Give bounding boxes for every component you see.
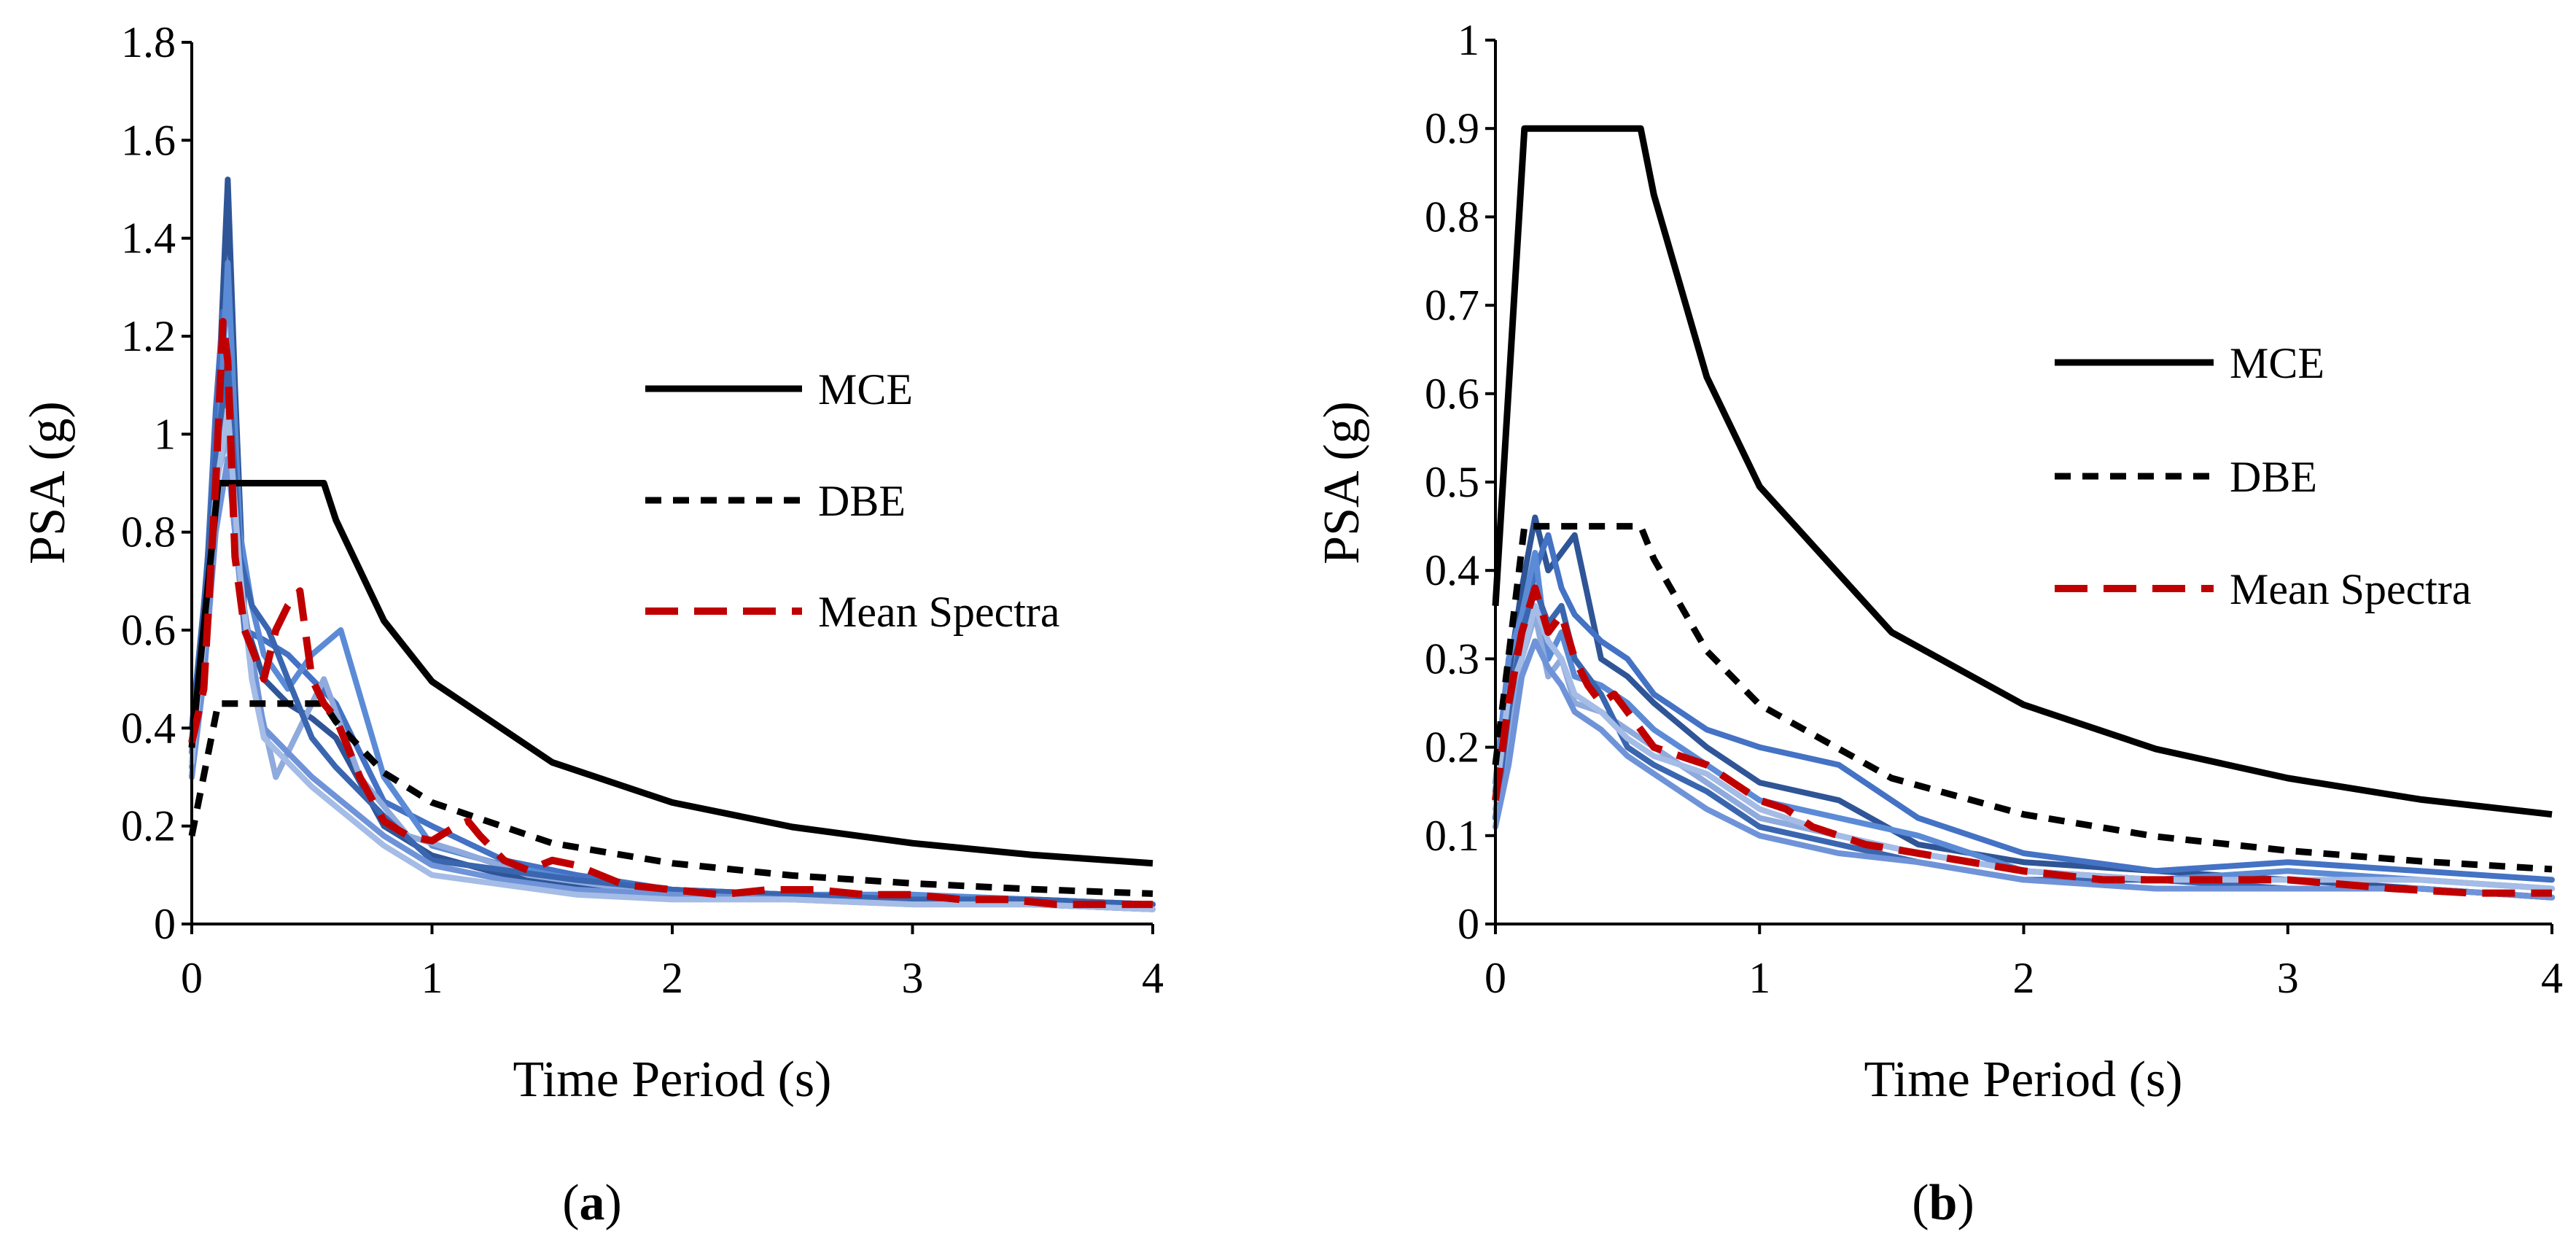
b-panel-label: (b) [1912,1175,1974,1231]
b-legend: MCE DBE Mean Spectra [2055,339,2472,613]
a-panel-label: (a) [562,1175,622,1231]
b-y-tick-label: 0.7 [1425,282,1479,330]
b-x-axis-title: Time Period (s) [1864,1052,2183,1108]
b-mce-line [1492,125,2553,818]
a-y-tick-label: 1.2 [121,312,176,360]
a-x-tick-label: 1 [421,954,443,1002]
panel-b: 0 0.1 0.2 0.3 0.4 0.5 0.6 0.7 0.8 0.9 1 0 1 2 3 4 PSA … [1314,16,2563,1231]
b-y-tick-label: 0.3 [1425,634,1479,683]
a-legend-mce-label: MCE [818,365,913,414]
b-x-tick-label: 0 [1484,954,1506,1002]
a-x-tick-label: 2 [661,954,683,1002]
a-x-tick-label: 0 [181,954,203,1002]
a-record-line [189,431,1156,908]
a-y-tick-label: 0.8 [121,508,176,556]
b-panel-letter: b [1929,1175,1958,1231]
b-x-tick-label: 1 [1748,954,1770,1002]
b-legend-dbe-label: DBE [2230,453,2317,501]
a-x-tick-label: 3 [902,954,924,1002]
b-x-tick-label: 4 [2541,954,2563,1002]
b-x-tick-label: 3 [2277,954,2299,1002]
b-y-tick-label: 0.8 [1425,193,1479,241]
a-legend-mean-label: Mean Spectra [818,588,1060,636]
b-y-tick-label: 0.2 [1425,723,1479,772]
a-y-tick-label: 1.8 [121,18,176,66]
b-record-line [1493,638,2555,901]
b-y-axis-title: PSA (g) [1314,401,1370,564]
b-y-tick-label: 0 [1458,900,1479,948]
a-panel-letter: a [580,1175,605,1231]
b-y-ticks: 0 0.1 0.2 0.3 0.4 0.5 0.6 0.7 0.8 0.9 1 [1425,16,1495,948]
b-legend-mean-label: Mean Spectra [2230,565,2472,613]
a-x-axis-title: Time Period (s) [513,1052,832,1108]
a-y-tick-label: 1.4 [121,214,176,263]
a-dbe-line [188,700,1153,897]
a-y-ticks: 0 0.2 0.4 0.6 0.8 1 1.2 1.4 1.6 1.8 [121,18,192,948]
a-mce-line [188,480,1153,867]
a-legend: MCE DBE Mean Spectra [645,365,1060,636]
b-y-tick-label: 0.6 [1425,370,1479,418]
b-mean-line [1492,584,2552,897]
b-y-tick-label: 0.9 [1425,104,1479,152]
a-y-tick-label: 0.2 [121,802,176,850]
b-y-tick-label: 1 [1458,16,1479,64]
panel-a: 0 0.2 0.4 0.6 0.8 1 1.2 1.4 1.6 1.8 0 1 2 3 4 PSA (g)… [20,18,1164,1231]
a-y-tick-label: 0 [154,900,176,948]
b-y-tick-label: 0.1 [1425,812,1479,860]
a-legend-dbe-label: DBE [818,477,906,525]
b-legend-mce-label: MCE [2230,339,2324,387]
a-y-tick-label: 0.6 [121,606,176,654]
b-x-ticks: 0 1 2 3 4 [1484,924,2563,1002]
b-y-tick-label: 0.4 [1425,546,1479,594]
a-y-tick-label: 0.4 [121,704,176,752]
b-dbe-line [1492,523,2553,873]
a-y-tick-label: 1.6 [121,116,176,164]
a-x-tick-label: 4 [1142,954,1164,1002]
a-y-tick-label: 1 [154,410,176,458]
b-y-tick-label: 0.5 [1425,458,1479,506]
a-x-ticks: 0 1 2 3 4 [181,924,1164,1002]
a-mean-line [188,317,1153,909]
b-x-tick-label: 2 [2013,954,2035,1002]
a-y-axis-title: PSA (g) [20,401,76,564]
a-record-line [189,406,1156,912]
